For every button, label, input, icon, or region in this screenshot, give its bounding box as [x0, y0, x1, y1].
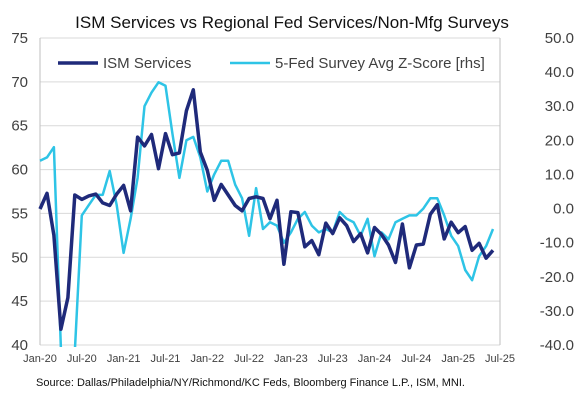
- series-lines: [38, 81, 495, 347]
- x-axis: Jan-20 Jul-20 Jan-21 Jul-21 Jan-22 Jul-22 Jan-…: [23, 353, 515, 365]
- gridlines: [39, 37, 501, 346]
- right-y-tick-label: 30.0: [545, 98, 574, 115]
- legend: ISM Services 5-Fed Survey Avg Z-Score [r…: [58, 55, 485, 72]
- right-y-tick-label: 50.0: [545, 30, 574, 47]
- right-y-tick-label: 40.0: [545, 64, 574, 81]
- right-y-tick-label: 0.0: [553, 201, 574, 218]
- x-tick-label: Jul-24: [401, 353, 431, 365]
- x-tick-label: Jan-24: [358, 353, 392, 365]
- left-y-tick-label: 75: [11, 30, 28, 47]
- series-five-fed-survey-z-score: [39, 81, 495, 347]
- legend-label-ism-services: ISM Services: [103, 55, 191, 72]
- left-y-tick-label: 70: [11, 74, 28, 91]
- x-tick-label: Jul-21: [150, 353, 180, 365]
- right-y-tick-label: 20.0: [545, 132, 574, 149]
- left-y-tick-label: 55: [11, 205, 28, 222]
- x-tick-label: Jan-22: [190, 353, 224, 365]
- series-ism-services: [38, 88, 495, 331]
- right-y-tick-label: -30.0: [540, 303, 574, 320]
- x-tick-label: Jul-22: [234, 353, 264, 365]
- x-tick-label: Jan-21: [107, 353, 141, 365]
- series-line-ism-services: [38, 88, 495, 331]
- chart-source: Source: Dallas/Philadelphia/NY/Richmond/…: [36, 377, 465, 389]
- left-y-tick-label: 50: [11, 249, 28, 266]
- right-y-tick-label: -40.0: [540, 337, 574, 354]
- legend-label-5-fed-survey: 5-Fed Survey Avg Z-Score [rhs]: [275, 55, 485, 72]
- x-tick-label: Jan-20: [23, 353, 57, 365]
- left-y-tick-label: 65: [11, 118, 28, 135]
- x-tick-label: Jan-25: [441, 353, 475, 365]
- left-y-axis: 40 45 50 55 60 65 70 75: [11, 30, 28, 354]
- series-line-five-fed-survey-z-score: [39, 81, 495, 347]
- right-y-tick-label: -10.0: [540, 235, 574, 252]
- x-tick-label: Jan-23: [274, 353, 308, 365]
- x-tick-label: Jul-20: [67, 353, 97, 365]
- left-y-tick-label: 40: [11, 337, 28, 354]
- x-tick-label: Jul-23: [318, 353, 348, 365]
- left-y-tick-label: 45: [11, 293, 28, 310]
- x-tick-label: Jul-25: [485, 353, 515, 365]
- right-y-tick-label: -20.0: [540, 269, 574, 286]
- right-y-tick-label: 10.0: [545, 166, 574, 183]
- left-y-tick-label: 60: [11, 162, 28, 179]
- chart-title: ISM Services vs Regional Fed Services/No…: [75, 13, 509, 32]
- right-y-axis: -40.0 -30.0 -20.0 -10.0 0.0 10.0 20.0 30.0 40.0 5…: [540, 30, 574, 354]
